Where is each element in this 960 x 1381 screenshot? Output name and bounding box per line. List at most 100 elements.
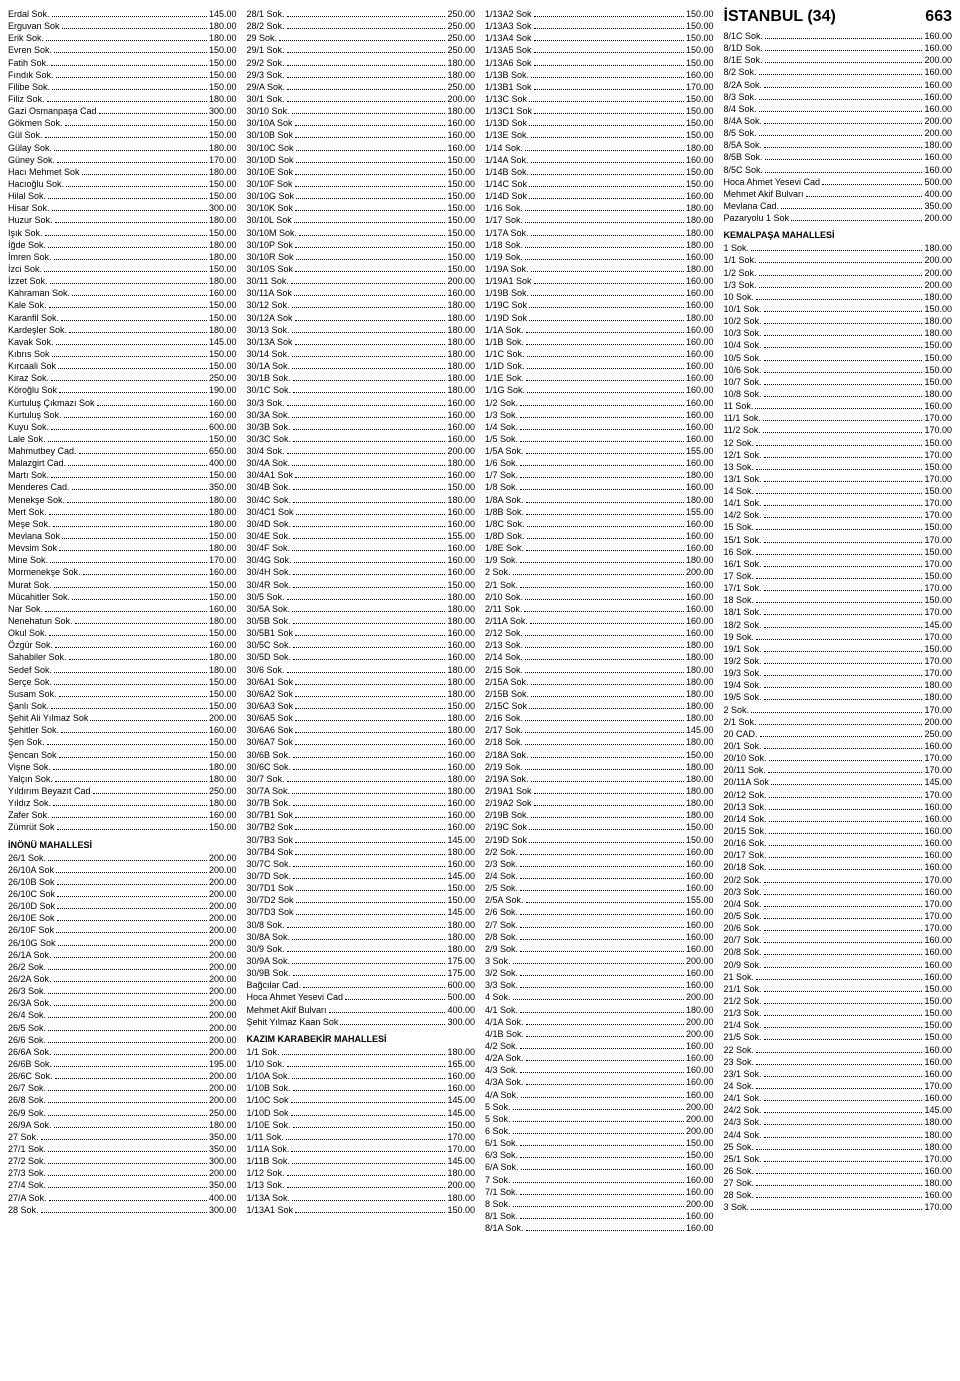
c2a-55-value: 180.00 [447,676,475,688]
c1a-21: İzci Sok.150.00 [8,263,237,275]
c4b-53-label: 20/3 Sok. [724,886,762,898]
c3a-57-value: 180.00 [686,700,714,712]
dot-leader [62,538,207,539]
dot-leader [765,172,922,173]
c2a-22-value: 200.00 [447,275,475,287]
dot-leader [534,65,684,66]
c1a-37-label: Malazgirt Cad. [8,457,66,469]
c3a-72: 2/5 Sok.160.00 [485,882,714,894]
dot-leader [756,1185,922,1186]
dot-leader [295,842,445,843]
c3a-73: 2/5A Sok.155.00 [485,894,714,906]
dot-leader [295,477,445,478]
c2b-0-label: 1/1 Sok. [247,1046,280,1058]
c4b-34-label: 19/2 Sok. [724,655,762,667]
c3a-19-label: 1/18 Sok. [485,239,523,251]
c2a-78-label: 30/9A Sok. [247,955,291,967]
dot-leader [756,1088,922,1089]
c1a-66-label: Zafer Sok. [8,809,50,821]
c4b-68-value: 160.00 [924,1068,952,1080]
c3a-76-value: 160.00 [686,931,714,943]
dot-leader [764,906,923,907]
c2a-50-value: 180.00 [447,615,475,627]
c3a-81-label: 4 Sok. [485,991,511,1003]
c3a-54: 2/15 Sok.180.00 [485,664,714,676]
c3a-80-value: 160.00 [686,979,714,991]
c3a-60-label: 2/18 Sok. [485,736,523,748]
c3a-35-value: 160.00 [686,433,714,445]
c2a-28: 30/14 Sok.180.00 [247,348,476,360]
c1a-0-label: Erdal Sok. [8,8,50,20]
dot-leader [513,1133,684,1134]
dot-leader [534,16,684,17]
c4b-79-label: 3 Sok. [724,1201,750,1213]
c3a-30-value: 160.00 [686,372,714,384]
c1b-17-label: 26/6B Sok. [8,1058,52,1070]
c2a-53-value: 160.00 [447,651,475,663]
c3a-41-label: 1/8B Sok. [485,506,524,518]
c2b-10: 1/12 Sok.180.00 [247,1167,476,1179]
c3a-2: 1/13A4 Sok150.00 [485,32,714,44]
dot-leader [345,999,445,1000]
c3a-83-label: 4/1A Sok. [485,1016,524,1028]
dot-leader [50,562,207,563]
c1b-2-label: 26/10B Sok [8,876,55,888]
c4a-7: 8/4A Sok.200.00 [724,115,953,127]
c2a-51-value: 160.00 [447,627,475,639]
dot-leader [764,651,923,652]
dot-leader [531,174,684,175]
c1b-0-label: 26/1 Sok. [8,852,46,864]
c2b-1-value: 165.00 [447,1058,475,1070]
dot-leader [531,295,684,296]
c3a-64: 2/19A1 Sok180.00 [485,785,714,797]
c4b-70-label: 24/1 Sok. [724,1092,762,1104]
dot-leader [54,684,207,685]
c3a-49-value: 160.00 [686,603,714,615]
c2a-21-label: 30/10S Sok [247,263,294,275]
c3a-52-label: 2/13 Sok. [485,639,523,651]
dot-leader [83,574,207,575]
c1a-19: İğde Sok.180.00 [8,239,237,251]
c4a-12-label: Hoca Ahmet Yesevi Cad [724,176,821,188]
c3a-21-value: 180.00 [686,263,714,275]
c4b-5: 10/1 Sok.150.00 [724,303,953,315]
c2a-75: 30/8 Sok.180.00 [247,919,476,931]
c1a-6-value: 150.00 [209,81,237,93]
c1a-45-value: 170.00 [209,554,237,566]
c1b-11-value: 200.00 [209,985,237,997]
dot-leader [293,878,445,879]
c2a-31-label: 30/1C Sok. [247,384,292,396]
dot-leader [295,174,445,175]
c1a-20-value: 180.00 [209,251,237,263]
c2a-19-value: 150.00 [447,239,475,251]
dot-leader [53,526,207,527]
c4b-63: 21/3 Sok.150.00 [724,1007,953,1019]
c1b-14: 26/5 Sok.200.00 [8,1022,237,1034]
c2a-26-value: 180.00 [447,324,475,336]
c4a-7-label: 8/4A Sok. [724,115,763,127]
dot-leader [534,28,684,29]
c4b-29-label: 18 Sok. [724,594,755,606]
c3a-62-value: 180.00 [686,761,714,773]
c1a-65-label: Yıldız Sok. [8,797,51,809]
c3a-85-label: 4/2 Sok. [485,1040,518,1052]
c3a-100-value: 160.00 [686,1222,714,1234]
c4b-17-value: 170.00 [924,449,952,461]
c4a-3-label: 8/2 Sok. [724,66,757,78]
c4a-1-value: 160.00 [924,42,952,54]
dot-leader [768,772,923,773]
c4b-3-label: 1/3 Sok. [724,279,757,291]
c4b-31-value: 145.00 [924,619,952,631]
c2a-12: 30/10D Sok150.00 [247,154,476,166]
c2a-7-label: 30/1 Sok. [247,93,285,105]
dot-leader [293,647,445,648]
c2a-33-value: 160.00 [447,409,475,421]
c4b-49-label: 20/16 Sok. [724,837,767,849]
c3a-38: 1/7 Sok.180.00 [485,469,714,481]
dot-leader [296,514,446,515]
dot-leader [764,675,923,676]
dot-leader [54,259,207,260]
c3a-96-label: 7 Sok. [485,1174,511,1186]
c2a-17: 30/10L Sok150.00 [247,214,476,226]
c3a-54-label: 2/15 Sok. [485,664,523,676]
